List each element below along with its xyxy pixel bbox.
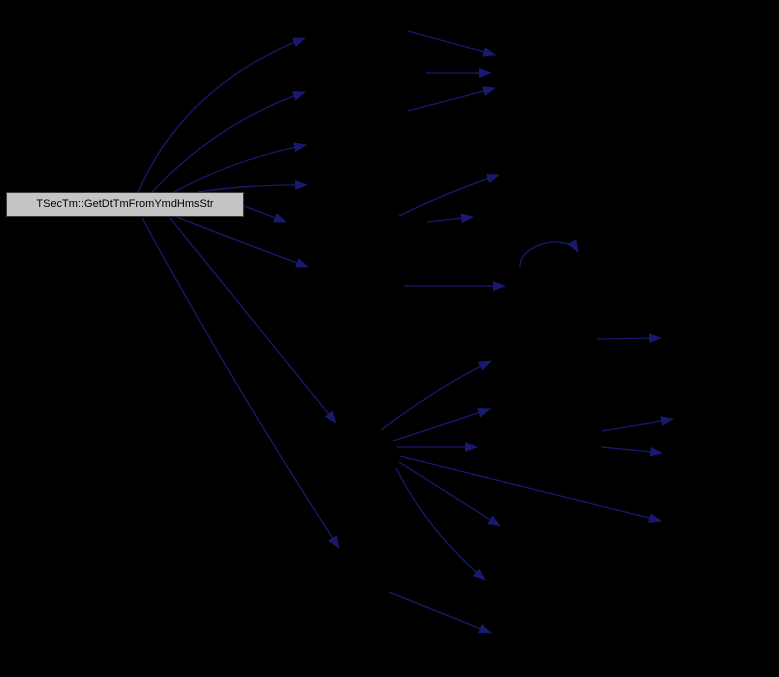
edge-root-to-node4 xyxy=(197,179,308,193)
edge-loopnode-to-right1 xyxy=(596,333,662,344)
edge-hub1-fan-long xyxy=(399,455,662,523)
edge-mid-to-right-up xyxy=(601,416,674,432)
edge-hub1-fan-6 xyxy=(395,467,486,581)
edge-root-to-hub1 xyxy=(169,217,337,424)
edge-node4-to-nodeB2 xyxy=(426,213,474,224)
edge-root-to-node2 xyxy=(151,91,306,193)
edge-root-to-node5 xyxy=(243,205,287,223)
node-label: TSecTm::GetDtTmFromYmdHmsStr xyxy=(36,198,214,210)
edge-mid-to-right-down xyxy=(600,446,663,457)
edge-hub1-fan-2 xyxy=(392,408,491,442)
edge-root-to-node6 xyxy=(176,216,309,268)
edge-node3-to-nodeA xyxy=(407,86,496,112)
edge-node4-to-nodeB xyxy=(398,173,500,217)
edge-root-to-hub2 xyxy=(141,217,340,549)
edge-hub1-fan-5 xyxy=(398,461,501,527)
node-tsectm-getdttmfromymdhmsstr: TSecTm::GetDtTmFromYmdHmsStr xyxy=(6,192,244,217)
edge-node1-to-nodeA xyxy=(407,30,496,57)
edge-hub2-fan-1 xyxy=(388,591,492,634)
edge-root-to-node3 xyxy=(173,142,307,193)
edge-hub1-fan-up xyxy=(380,360,492,431)
edge-root-to-node1 xyxy=(137,37,306,193)
edge-self-loop xyxy=(519,239,579,269)
